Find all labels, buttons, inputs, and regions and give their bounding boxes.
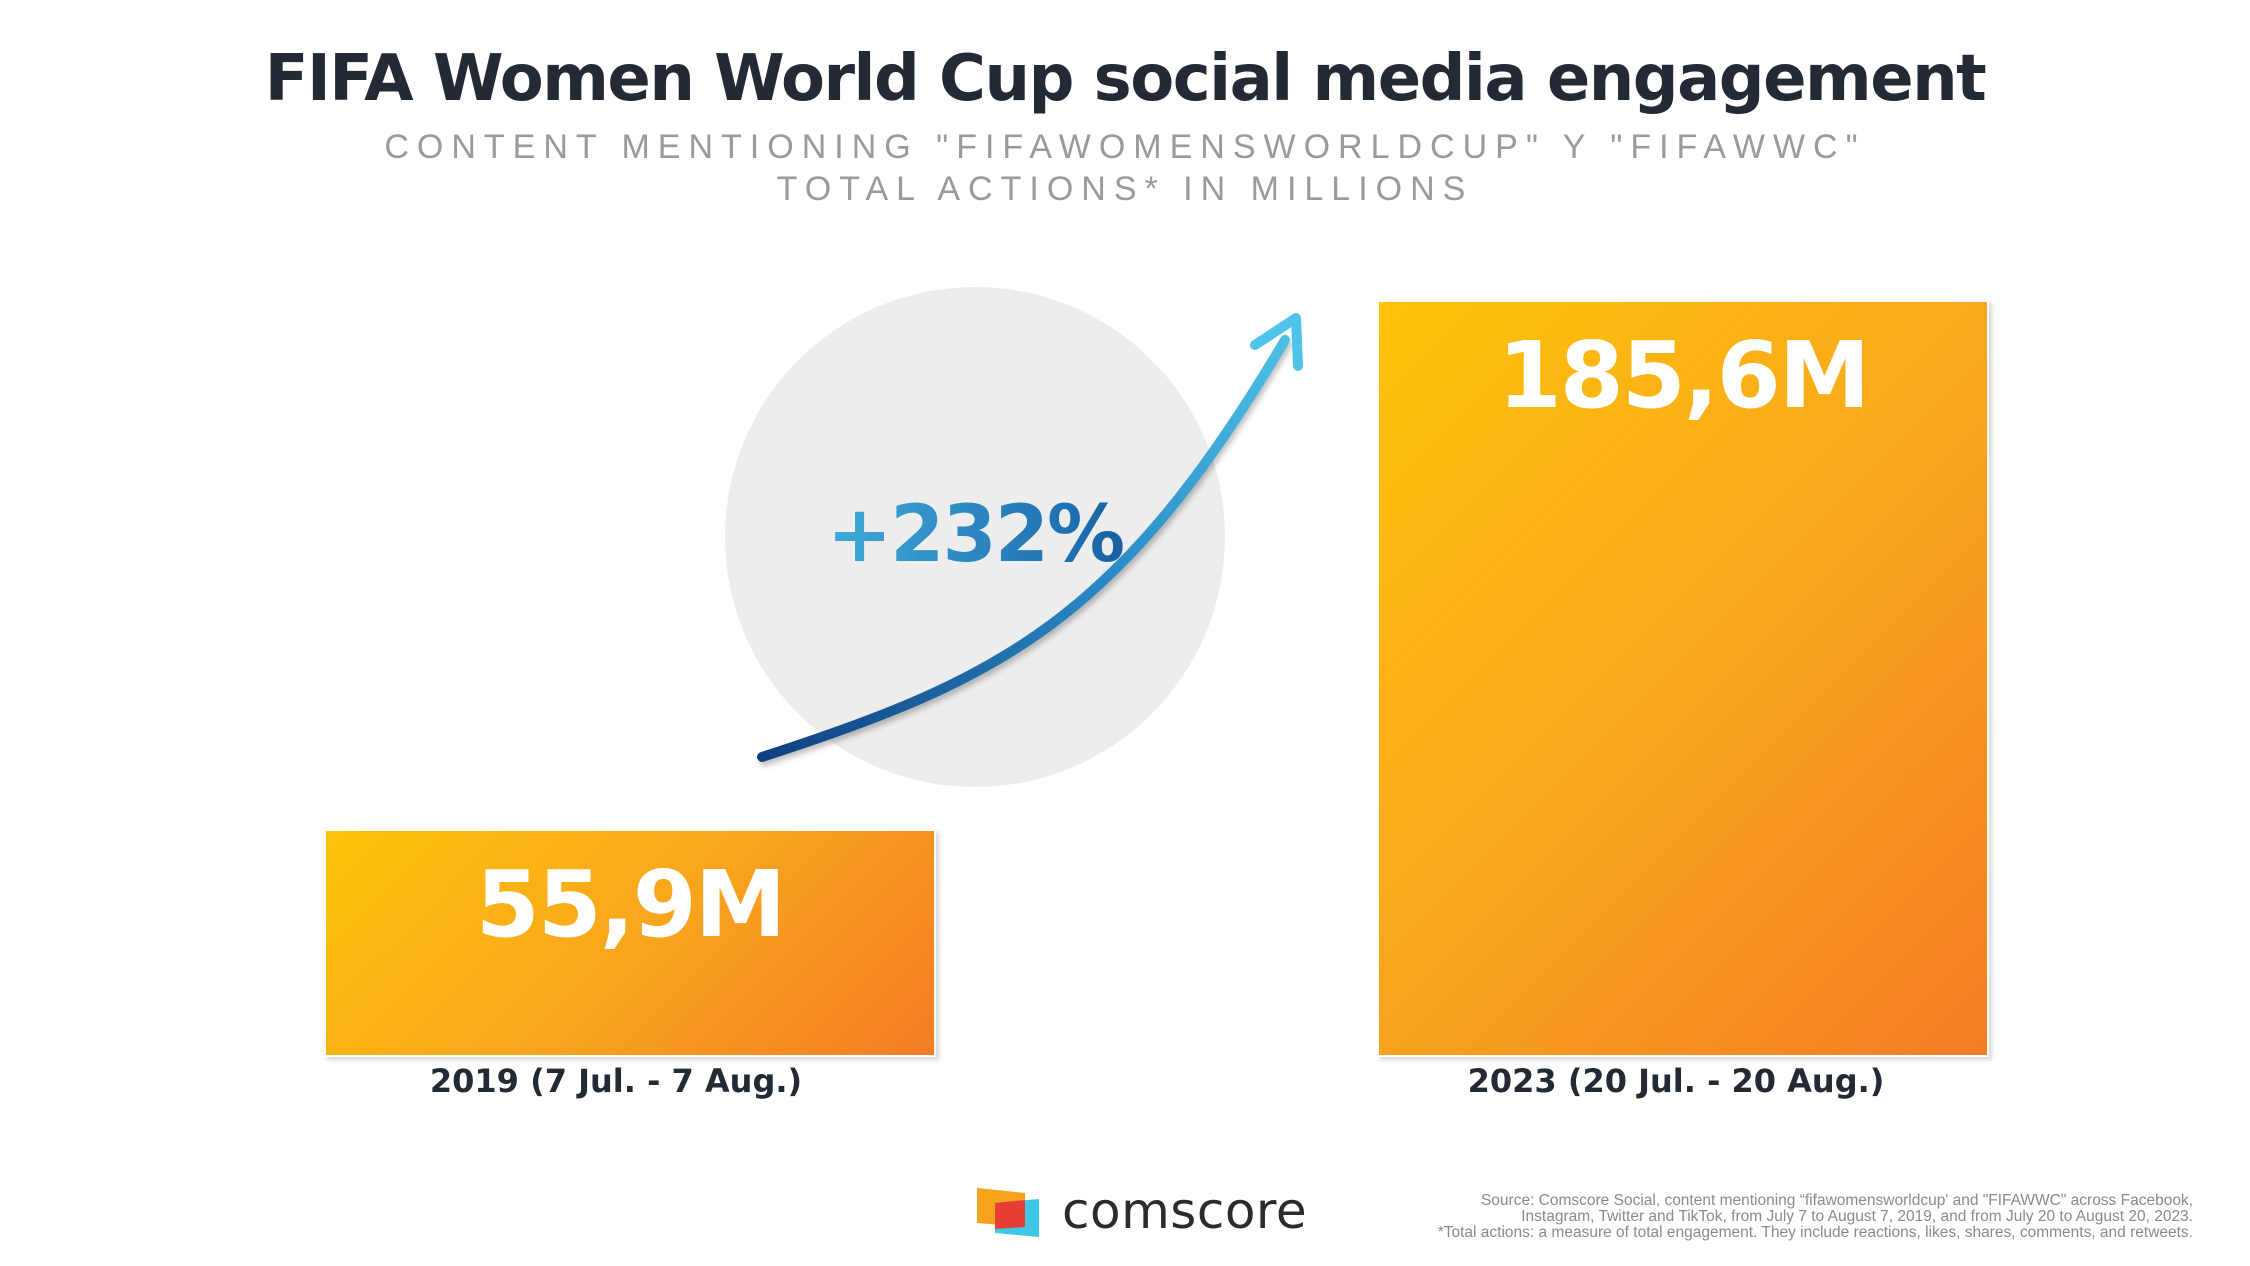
bar-2023-value-label: 185,6M	[1497, 322, 1871, 429]
chart-title: FIFA Women World Cup social media engage…	[264, 42, 1987, 116]
source-line: Instagram, Twitter and TikTok, from July…	[1521, 1208, 2193, 1225]
source-note: Source: Comscore Social, content mention…	[1293, 1193, 2193, 1241]
category-label-2023: 2023 (20 Jul. - 20 Aug.)	[1467, 1062, 1885, 1100]
comscore-brand: comscore	[1062, 1182, 1308, 1240]
bar-2019-value-label: 55,9M	[475, 851, 787, 958]
bar-2019: 55,9M	[324, 829, 936, 1057]
growth-percentage: +232%	[725, 490, 1225, 580]
comscore-logo-icon	[977, 1188, 1039, 1237]
source-line: *Total actions: a measure of total engag…	[1437, 1224, 2193, 1241]
chart-subtitle-line-2: TOTAL ACTIONS* IN MILLIONS	[776, 170, 1474, 208]
category-label-2019: 2019 (7 Jul. - 7 Aug.)	[429, 1062, 803, 1100]
bar-2023: 185,6M	[1377, 300, 1989, 1057]
source-line: Source: Comscore Social, content mention…	[1480, 1192, 2193, 1209]
chart-subtitle-line-1: CONTENT MENTIONING "FIFAWOMENSWORLDCUP" …	[384, 128, 1866, 166]
